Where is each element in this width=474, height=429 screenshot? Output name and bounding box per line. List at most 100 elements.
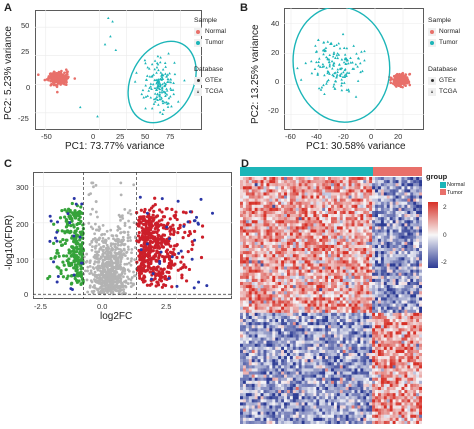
data-point — [340, 58, 344, 61]
heatmap-cell — [266, 238, 270, 243]
heatmap-cell — [260, 226, 264, 230]
legend-title: Sample — [194, 17, 218, 24]
heatmap-cell — [307, 278, 311, 283]
heatmap-cell — [372, 183, 376, 187]
heatmap-cell — [369, 306, 373, 310]
heatmap-cell — [275, 281, 279, 286]
heatmap-cell — [369, 303, 373, 307]
data-point — [115, 260, 119, 264]
data-point — [156, 228, 160, 232]
heatmap-cell — [357, 186, 361, 190]
heatmap-cell — [351, 229, 355, 233]
heatmap-cell — [372, 198, 376, 202]
heatmap-cell — [413, 260, 417, 264]
heatmap-cell — [419, 232, 422, 236]
heatmap-cell — [389, 241, 393, 246]
heatmap-cell — [298, 186, 302, 190]
data-point — [176, 231, 180, 235]
heatmap-cell — [372, 195, 376, 199]
heatmap-cell — [257, 269, 261, 273]
heatmap-cell — [316, 281, 320, 286]
data-point — [112, 257, 116, 261]
heatmap-cell — [419, 306, 422, 310]
data-point — [103, 42, 107, 46]
data-point — [101, 253, 105, 256]
heatmap-cell — [416, 214, 420, 218]
heatmap-cell — [395, 303, 399, 307]
heatmap-cell — [254, 291, 258, 295]
heatmap-cell — [413, 201, 417, 205]
heatmap-cell — [301, 294, 305, 298]
data-point — [326, 57, 329, 60]
heatmap-cell — [251, 180, 255, 184]
heatmap-cell — [419, 248, 422, 252]
data-point — [105, 283, 109, 287]
heatmap-cell — [316, 272, 320, 276]
heatmap-cell — [289, 189, 294, 193]
heatmap-cell — [372, 297, 376, 301]
heatmap-cell — [354, 217, 358, 221]
data-point — [142, 278, 146, 283]
heatmap-cell — [392, 294, 396, 298]
data-point — [117, 240, 120, 244]
heatmap-cell — [404, 207, 408, 212]
heatmap-cell — [383, 281, 387, 286]
data-point — [153, 67, 157, 71]
heatmap-cell — [360, 180, 364, 184]
heatmap-cell — [398, 260, 402, 264]
heatmap-cell — [242, 269, 247, 273]
data-point — [159, 71, 163, 74]
heatmap-cell — [360, 269, 364, 273]
heatmap-cell — [351, 232, 355, 236]
heatmap-cell — [342, 266, 346, 270]
heatmap-cell — [325, 294, 329, 298]
heatmap-cell — [316, 266, 320, 270]
heatmap-cell — [298, 198, 302, 202]
data-point — [331, 73, 334, 76]
heatmap-cell — [307, 260, 311, 264]
heatmap-cell — [269, 263, 273, 267]
data-point — [117, 226, 121, 230]
data-point — [129, 278, 133, 282]
heatmap-cell — [266, 217, 270, 221]
data-point — [94, 273, 98, 277]
heatmap-cell — [339, 281, 343, 286]
heatmap-cell — [310, 251, 314, 255]
heatmap-cell — [313, 291, 317, 295]
data-point — [49, 79, 53, 83]
heatmap-cell — [284, 285, 288, 289]
heatmap-cell — [272, 210, 276, 215]
data-point — [126, 233, 130, 237]
heatmap-cell — [298, 294, 302, 298]
heatmap-cell — [266, 195, 270, 199]
data-point — [104, 288, 108, 292]
heatmap-cell — [383, 207, 387, 212]
heatmap-cell — [281, 177, 285, 181]
data-point — [335, 73, 339, 76]
heatmap-cell — [363, 294, 367, 298]
heatmap-cell — [281, 300, 285, 304]
heatmap-cell — [257, 263, 261, 267]
heatmap-cell — [245, 223, 250, 227]
heatmap-cell — [310, 257, 314, 261]
heatmap-cell — [342, 229, 346, 233]
heatmap-cell — [416, 254, 420, 258]
heatmap-cell — [248, 241, 252, 246]
heatmap-cell — [275, 248, 279, 252]
heatmap-cell — [254, 272, 258, 276]
heatmap-cell — [357, 223, 361, 227]
heatmap-cell — [345, 204, 349, 209]
data-point — [398, 76, 402, 80]
heatmap-cell — [307, 288, 311, 292]
heatmap-cell — [366, 214, 370, 218]
panel-a-xtick: 25 — [116, 132, 125, 141]
data-point — [146, 248, 151, 252]
heatmap-cell — [295, 220, 299, 224]
heatmap-cell — [304, 235, 308, 239]
heatmap-cell — [392, 306, 396, 310]
heatmap-cell — [348, 251, 352, 255]
panel-a-legend-sample: Sample Normal Tumor — [194, 17, 226, 48]
heatmap-cell — [263, 241, 267, 246]
heatmap-cell — [392, 192, 396, 196]
heatmap-cell — [307, 229, 311, 233]
